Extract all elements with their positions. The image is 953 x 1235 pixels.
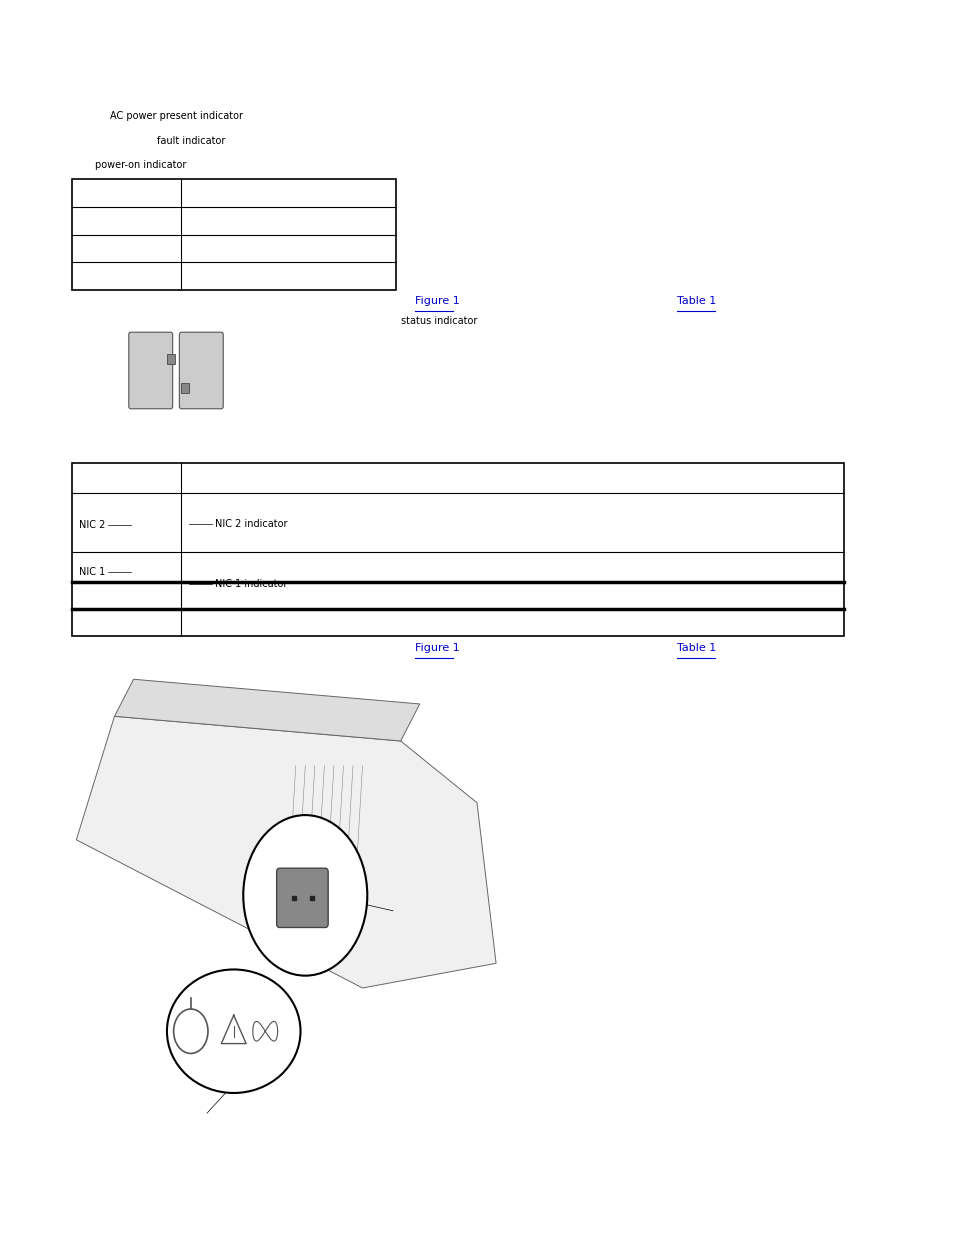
Ellipse shape — [167, 969, 300, 1093]
FancyBboxPatch shape — [129, 332, 172, 409]
Text: Figure 1: Figure 1 — [415, 296, 459, 306]
Text: NIC 2 indicator: NIC 2 indicator — [214, 519, 287, 529]
Text: Table 1: Table 1 — [677, 296, 716, 306]
FancyBboxPatch shape — [276, 868, 328, 927]
Text: AC power present indicator: AC power present indicator — [110, 111, 242, 121]
Text: fault indicator: fault indicator — [157, 136, 226, 146]
Bar — [71, 179, 395, 290]
Circle shape — [243, 815, 367, 976]
Polygon shape — [76, 716, 496, 988]
Text: power-on indicator: power-on indicator — [95, 161, 187, 170]
Polygon shape — [114, 679, 419, 741]
Bar — [71, 463, 843, 636]
Text: Figure 1: Figure 1 — [415, 643, 459, 653]
FancyBboxPatch shape — [179, 332, 223, 409]
Bar — [167, 354, 174, 364]
Text: NIC 2: NIC 2 — [79, 520, 106, 530]
Bar — [181, 383, 189, 393]
Text: status indicator: status indicator — [400, 316, 476, 326]
Text: Table 1: Table 1 — [677, 643, 716, 653]
Text: NIC 1 indicator: NIC 1 indicator — [214, 579, 287, 589]
Text: NIC 1: NIC 1 — [79, 567, 106, 577]
